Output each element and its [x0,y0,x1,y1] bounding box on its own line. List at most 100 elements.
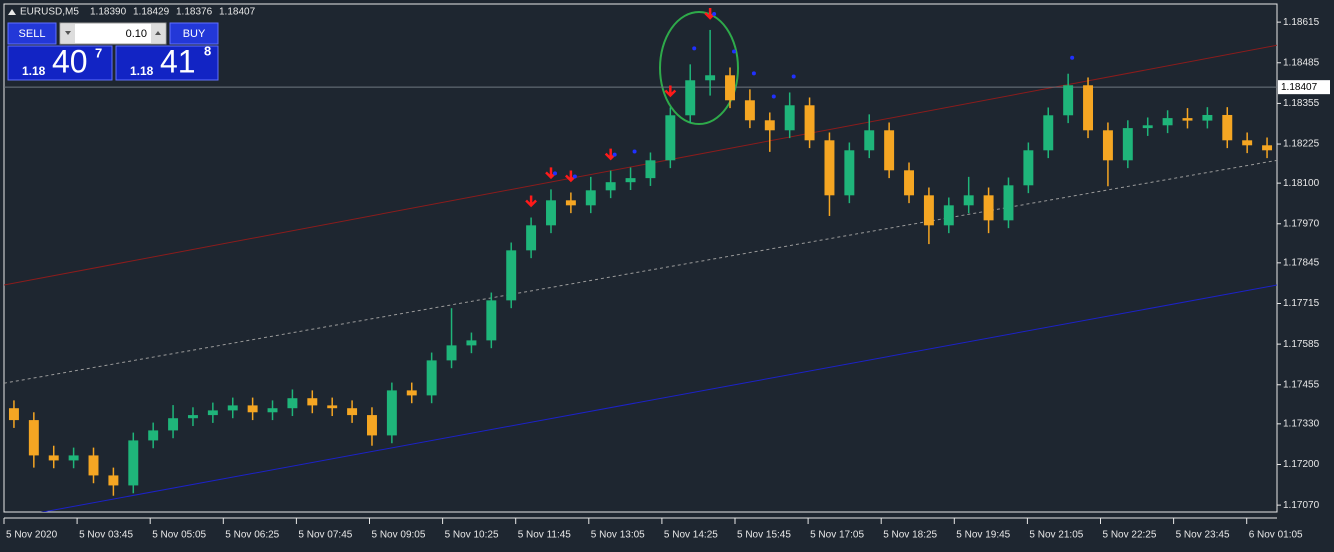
candle-body [406,390,417,396]
candle-body [426,360,437,396]
signal-dot [751,71,756,76]
x-tick-label: 5 Nov 19:45 [956,530,1010,541]
candle-body [187,415,198,419]
x-tick-label: 5 Nov 21:05 [1029,530,1083,541]
candle-body [1202,114,1213,121]
candle-body [1162,118,1173,126]
sell-label: SELL [19,28,46,40]
trendline [40,284,1277,512]
signal-dot [712,11,717,16]
plot-border [3,3,1278,513]
candle-body [645,160,656,179]
ask-box[interactable] [115,45,219,81]
candle-body [466,340,477,346]
x-tick-label: 5 Nov 2020 [6,530,58,541]
signal-dot [612,152,617,157]
buy-label: BUY [183,28,206,40]
candle-body [1182,118,1193,121]
candle-body [267,408,278,413]
candle-body [168,418,179,431]
candle-body [1083,85,1094,131]
y-tick-label: 1.17715 [1283,298,1320,309]
candle-body [8,408,19,421]
x-tick-label: 5 Nov 10:25 [445,530,499,541]
signal-dot [791,74,796,79]
y-tick-label: 1.18355 [1283,98,1320,109]
candle-body [764,120,775,131]
candle-body [744,100,755,121]
bid-big: 40 [52,43,88,79]
candle-body [784,105,795,131]
candle-body [68,455,79,461]
x-tick-label: 5 Nov 06:25 [225,530,279,541]
candle-body [486,300,497,341]
signal-dot [692,46,697,51]
candle-body [665,115,676,161]
lot-input[interactable] [59,22,167,45]
candle-body [367,415,377,436]
candle-body [526,225,537,251]
candle-body [327,405,338,409]
ask-sup: 8 [204,43,211,58]
ohlc-low: 1.18376 [176,7,213,18]
candle-body [227,405,238,411]
candle-body [287,398,298,409]
candle-body [247,405,258,413]
y-tick-label: 1.17845 [1283,257,1320,268]
collapse-icon[interactable] [8,9,16,15]
x-tick-label: 5 Nov 13:05 [591,530,645,541]
x-tick-label: 5 Nov 22:25 [1103,530,1157,541]
x-tick-label: 6 Nov 01:05 [1249,530,1303,541]
bid-box[interactable] [7,45,113,81]
signal-dot [552,171,557,176]
y-tick-label: 1.17330 [1283,418,1320,429]
candle-body [605,182,616,191]
x-tick-label: 5 Nov 07:45 [298,530,352,541]
sell-arrow [664,85,677,98]
candle-body [804,105,815,141]
y-tick-label: 1.17455 [1283,379,1320,390]
ask-prefix: 1.18 [130,64,154,78]
x-tick-label: 5 Nov 17:05 [810,530,864,541]
candle-body [446,345,457,361]
y-tick-label: 1.17070 [1283,500,1320,511]
candle-body [1102,130,1113,161]
lot-value: 0.10 [126,28,147,40]
candle-body [685,80,696,116]
symbol: EURUSD,M5 [20,7,79,18]
signal-dot [732,49,737,54]
candle-body [48,455,59,461]
bid-prefix: 1.18 [22,64,46,78]
buy-button[interactable] [169,22,219,45]
candle-body [307,398,318,406]
signal-dot [1070,55,1075,60]
ask-big: 41 [160,43,196,79]
candle-body [1222,114,1233,141]
bid-sup: 7 [95,45,102,60]
x-tick-label: 5 Nov 23:45 [1176,530,1230,541]
header: EURUSD,M5 1.18390 1.18429 1.18376 1.1840… [8,7,256,18]
candle-body [386,390,397,436]
x-tick-label: 5 Nov 18:25 [883,530,937,541]
candle-body [1043,115,1054,151]
trade-panel: SELL 0.10 BUY 1.18 40 7 1.18 41 8 [7,22,219,81]
sell-button[interactable] [7,22,57,45]
candle-body [148,430,159,441]
candle-body [1262,145,1273,151]
candle-body [904,170,914,196]
candle-body [1142,125,1153,129]
candle-body [1122,128,1133,161]
candle-body [128,440,139,486]
trendline [4,159,1277,384]
current-price-label: 1.18407 [1281,82,1318,93]
current-price-box [1278,80,1330,95]
candle-body [625,178,636,183]
y-tick-label: 1.17970 [1283,218,1320,229]
candle-body [943,205,954,226]
candle-body [705,75,716,81]
y-tick-label: 1.18485 [1283,57,1320,68]
candle-body [565,200,576,206]
x-tick-label: 5 Nov 14:25 [664,530,718,541]
